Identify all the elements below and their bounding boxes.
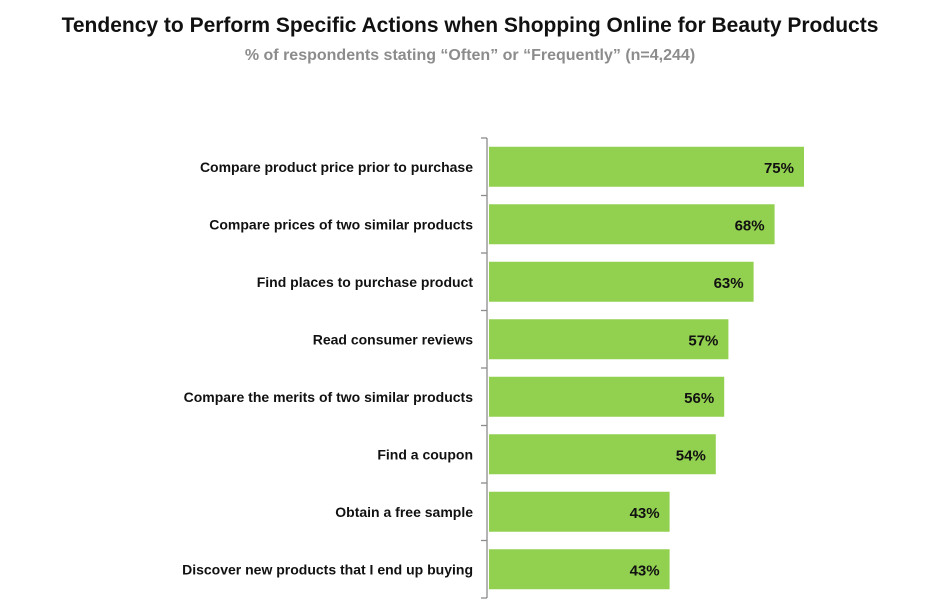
bar — [489, 491, 670, 532]
bar — [489, 319, 729, 360]
category-label: Find places to purchase product — [257, 274, 474, 290]
category-label: Compare product price prior to purchase — [200, 159, 473, 175]
value-label: 56% — [684, 390, 714, 407]
bar — [489, 261, 754, 302]
value-labels: 75% 68% 63% 57% 56% 54% 43% 43% — [630, 160, 794, 580]
value-label: 43% — [630, 562, 660, 579]
bar — [489, 146, 804, 187]
value-label: 54% — [676, 447, 706, 464]
bar — [489, 376, 725, 417]
category-label: Discover new products that I end up buyi… — [182, 561, 473, 577]
category-label: Obtain a free sample — [335, 504, 473, 520]
value-label: 68% — [735, 217, 765, 234]
chart-subtitle: % of respondents stating “Often” or “Fre… — [244, 47, 696, 64]
chart-title: Tendency to Perform Specific Actions whe… — [61, 14, 879, 37]
value-label: 43% — [630, 505, 660, 522]
value-label: 57% — [688, 332, 718, 349]
bar — [489, 549, 670, 590]
value-label: 75% — [764, 160, 794, 177]
category-label: Compare the merits of two similar produc… — [184, 389, 474, 405]
category-label: Compare prices of two similar products — [209, 216, 473, 232]
y-axis-ticks — [481, 137, 487, 599]
category-label: Read consumer reviews — [313, 331, 474, 347]
category-label: Find a coupon — [377, 446, 473, 462]
bar — [489, 204, 775, 245]
category-labels: Compare product price prior to purchase C… — [182, 159, 473, 578]
bar — [489, 434, 716, 475]
bars-group — [489, 146, 804, 590]
value-label: 63% — [714, 275, 744, 292]
